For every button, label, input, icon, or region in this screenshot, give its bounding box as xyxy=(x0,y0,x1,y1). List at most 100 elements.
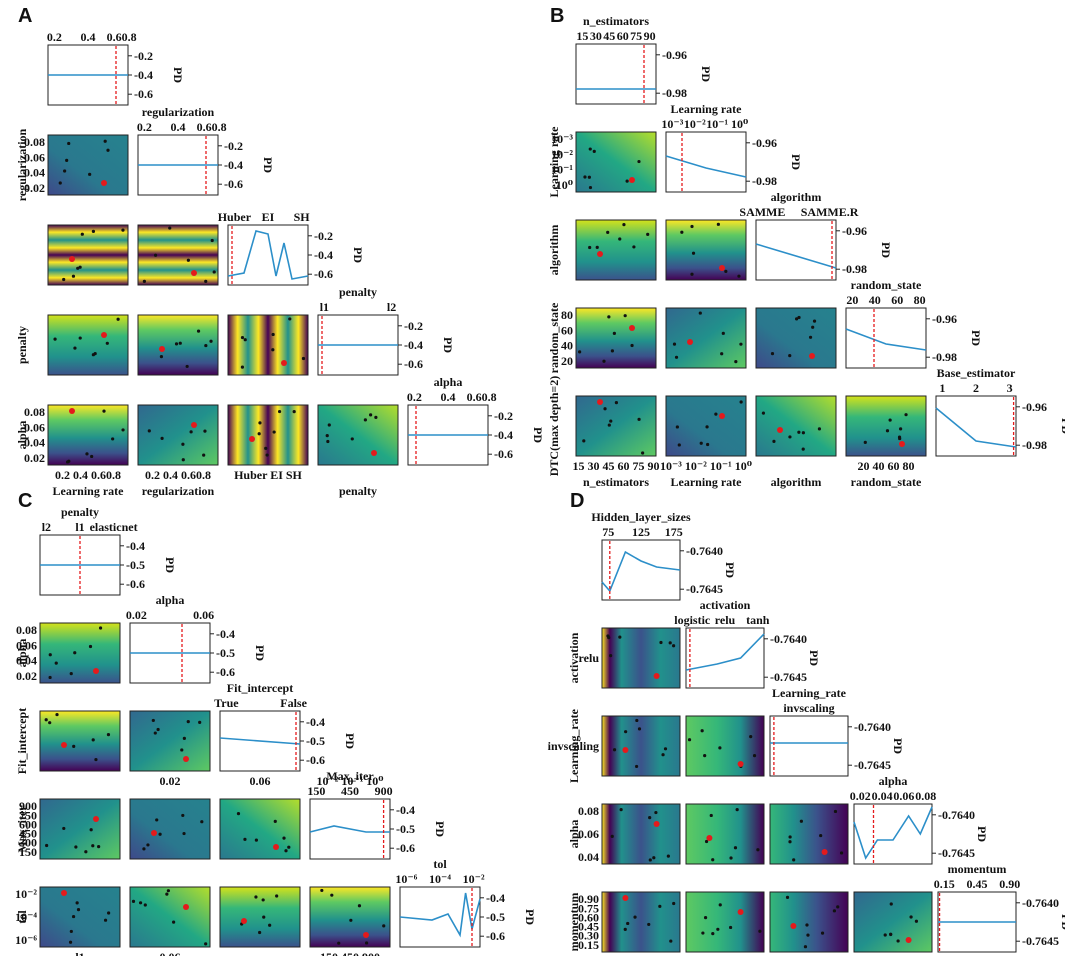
top-tick-label: elasticnet xyxy=(90,520,138,534)
best-point xyxy=(159,346,165,352)
row-axis-label: Fit_intercept xyxy=(15,708,29,774)
sample-point xyxy=(97,845,101,849)
sample-point xyxy=(690,272,694,276)
sample-point xyxy=(204,942,208,946)
contour-cell xyxy=(39,798,121,860)
sample-point xyxy=(801,431,805,435)
sample-point xyxy=(48,675,52,680)
best-point xyxy=(653,673,660,679)
sample-point xyxy=(174,342,179,346)
sample-point xyxy=(106,148,110,152)
pd-tick-label: -0.2 xyxy=(224,139,243,153)
pd-tick-label: -0.98 xyxy=(1022,438,1047,452)
best-point xyxy=(719,265,725,271)
best-point xyxy=(93,668,99,674)
sample-point xyxy=(180,748,184,752)
contour-cell xyxy=(601,627,681,689)
sample-point xyxy=(272,430,276,434)
sample-point xyxy=(74,845,78,849)
pd-tick-label: -0.7640 xyxy=(854,720,891,734)
top-tick-label: 90 xyxy=(644,29,656,43)
pd-line xyxy=(309,825,390,833)
param-title: penalty xyxy=(61,505,99,519)
panels-layer: A -0.2 -0.4 -0.6 PD 0.2 0.4 0.60.8 -0.2 -0.4 -0.6 P… xyxy=(15,5,1065,956)
sample-point xyxy=(680,230,684,234)
pd-axis-label: PD xyxy=(969,330,983,346)
pd-axis-label: PD xyxy=(433,821,447,837)
contour-cell xyxy=(137,404,219,466)
panel-label: A xyxy=(18,5,32,27)
param-title: algorithm xyxy=(771,190,822,204)
best-point xyxy=(706,835,713,841)
contour-cell xyxy=(137,224,219,286)
top-tick-label: 0.02 xyxy=(850,789,871,803)
pd-tick-label: -0.6 xyxy=(396,841,415,855)
sample-point xyxy=(652,856,656,860)
sample-point xyxy=(258,421,262,425)
sample-point xyxy=(637,417,641,421)
sample-point xyxy=(196,329,201,333)
sample-point xyxy=(647,922,651,927)
best-point xyxy=(777,427,783,433)
top-tick-label: 0.60.8 xyxy=(197,120,227,134)
bottom-tick-label: 150 450 900 xyxy=(320,950,380,956)
param-title: Hidden_layer_sizes xyxy=(591,510,691,524)
pd-cell xyxy=(935,395,1017,457)
sample-point xyxy=(612,748,617,752)
top-tick-label: SAMME.R xyxy=(801,205,859,219)
left-tick-label: 60 xyxy=(561,323,573,337)
sample-point xyxy=(261,898,265,902)
best-point xyxy=(151,830,157,836)
best-point xyxy=(737,761,744,767)
sample-point xyxy=(729,925,733,930)
sample-point xyxy=(889,932,893,937)
row-axis-label: random_state xyxy=(547,302,561,373)
sample-point xyxy=(582,439,586,443)
bottom-axis-label: Learning rate xyxy=(53,484,125,498)
top-tick-label: 0.06 xyxy=(893,789,914,803)
sample-point xyxy=(166,889,170,893)
param-title: Learning_rate xyxy=(772,686,847,700)
param-title: penalty xyxy=(339,285,377,299)
pd-tick-label: -0.6 xyxy=(224,177,243,191)
sample-point xyxy=(839,851,844,855)
best-point xyxy=(629,325,635,331)
pd-tick-label: -0.7645 xyxy=(1022,934,1059,948)
sample-point xyxy=(103,139,107,143)
sample-point xyxy=(739,342,743,346)
left-tick-label: 0.45 xyxy=(578,920,599,934)
sample-point xyxy=(633,915,637,919)
pd-axis-label: PD xyxy=(523,909,537,925)
sample-point xyxy=(619,808,623,812)
pd-tick-label: -0.4 xyxy=(404,338,423,352)
sample-point xyxy=(805,923,809,927)
sample-point xyxy=(623,927,627,931)
sample-point xyxy=(703,754,707,758)
sample-point xyxy=(626,921,630,926)
best-point xyxy=(719,413,725,419)
sample-point xyxy=(632,245,636,249)
param-title: tol xyxy=(433,857,447,871)
bottom-tick-label: 0.06 xyxy=(160,950,181,956)
top-tick-label: 20 xyxy=(846,293,858,307)
left-tick-label: 10⁻³ xyxy=(551,132,573,146)
contour-cell xyxy=(665,307,747,369)
sample-point xyxy=(588,147,592,151)
best-point xyxy=(273,844,279,850)
sample-point xyxy=(735,808,739,812)
contour-cell xyxy=(129,886,211,948)
top-tick-label: 10⁻¹ xyxy=(706,117,728,131)
left-tick-label: 0.06 xyxy=(24,420,45,434)
left-tick-label: 0.06 xyxy=(16,638,37,652)
left-tick-label: 450 xyxy=(19,827,37,841)
sample-point xyxy=(382,924,386,928)
param-title: n_estimators xyxy=(583,14,649,28)
top-tick-label: False xyxy=(280,696,307,710)
pd-cell xyxy=(601,539,681,601)
pd-axis-label: PD xyxy=(879,242,893,258)
sample-point xyxy=(121,428,125,432)
sample-point xyxy=(806,933,810,937)
best-point xyxy=(821,849,828,855)
pd-tick-label: -0.98 xyxy=(842,262,867,276)
contour-cell xyxy=(685,891,765,953)
